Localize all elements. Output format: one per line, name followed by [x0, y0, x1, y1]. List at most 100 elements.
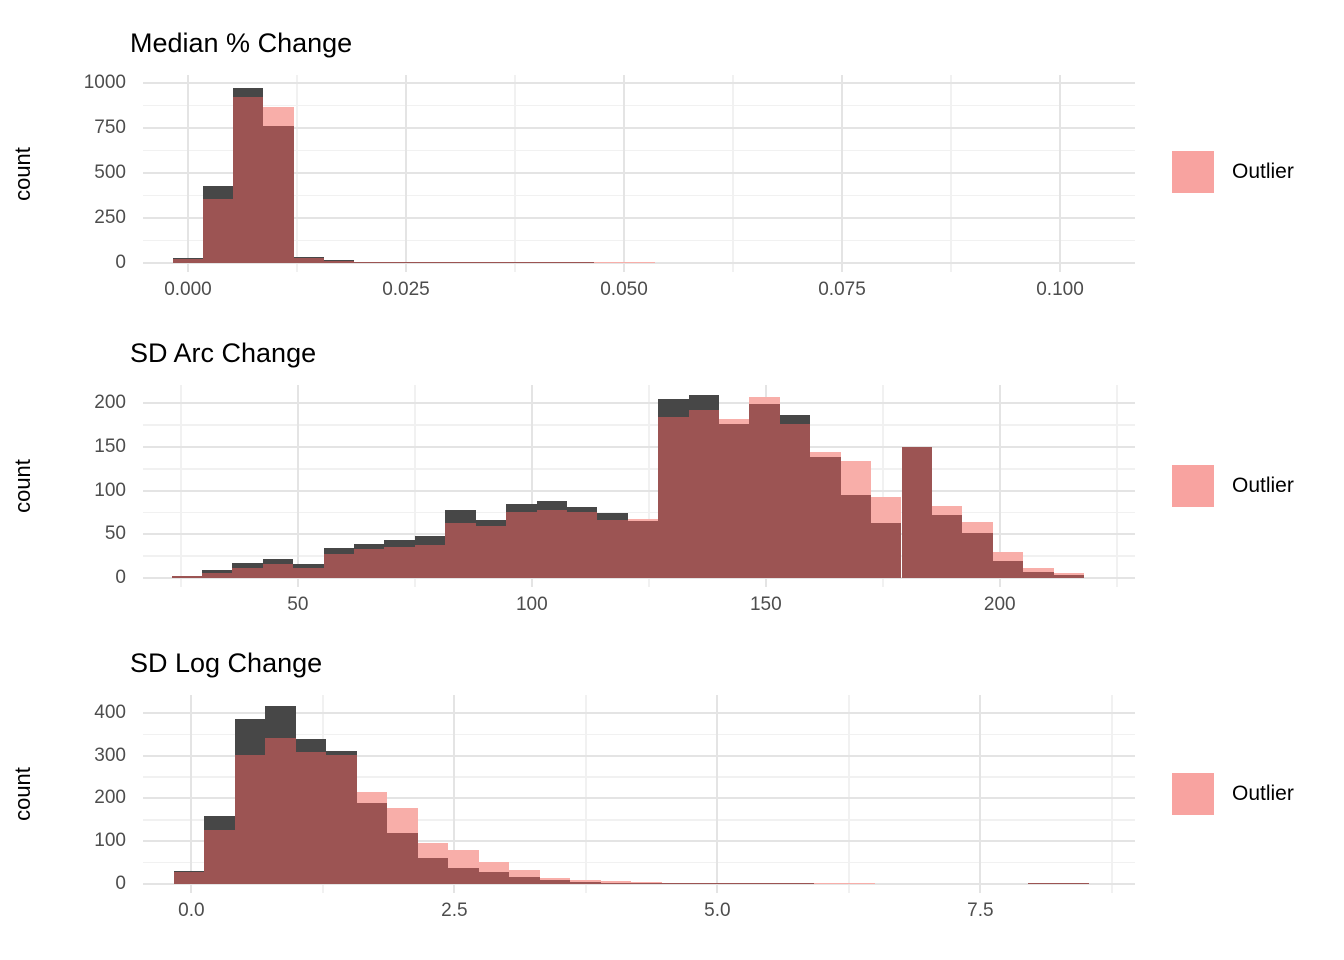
bar-segment-overlap — [566, 511, 598, 578]
y-tick-label: 50 — [104, 523, 126, 545]
bar-segment-overlap — [353, 261, 384, 263]
bar-segment-overlap — [600, 882, 632, 884]
bar-segment-gray — [265, 706, 296, 738]
outlier-legend-swatch — [1172, 151, 1214, 193]
bar-segment-overlap — [692, 882, 723, 884]
bar-segment-outlier — [387, 808, 418, 833]
x-tick-label: 0.050 — [600, 279, 648, 300]
x-tick-label: 100 — [515, 594, 548, 615]
bar-segment-gray — [232, 563, 263, 568]
bar-segment-overlap — [173, 259, 204, 263]
bar-segment-outlier — [814, 882, 845, 884]
chart-3-plot-area — [143, 695, 1135, 893]
y-minor-gridline — [143, 861, 1135, 864]
bar-segment-overlap — [475, 525, 507, 578]
bar-segment-overlap — [539, 880, 571, 884]
x-major-gridline — [716, 695, 719, 893]
chart-1-plot-area — [143, 75, 1135, 272]
y-tick-label: 200 — [94, 787, 126, 809]
bar-segment-outlier — [448, 849, 479, 868]
bar-segment-outlier — [509, 869, 540, 878]
bar-segment-outlier — [356, 791, 388, 804]
x-tick-label: 7.5 — [967, 900, 994, 921]
chart-2-legend: Outlier — [1172, 465, 1294, 507]
x-minor-gridline — [848, 695, 850, 893]
bar-segment-gray — [779, 414, 811, 425]
bar-segment-overlap — [384, 547, 415, 578]
bar-segment-gray — [326, 751, 357, 756]
bar-segment-overlap — [570, 881, 601, 884]
y-minor-gridline — [143, 194, 1135, 197]
y-major-gridline — [143, 262, 1135, 264]
bar-segment-overlap — [871, 522, 902, 578]
bar-segment-gray — [475, 519, 507, 526]
bar-segment-overlap — [448, 867, 479, 884]
bar-segment-overlap — [262, 564, 294, 578]
bar-segment-outlier — [263, 107, 294, 127]
bar-segment-overlap — [779, 424, 811, 578]
bar-segment-gray — [295, 738, 327, 752]
bar-segment-outlier — [600, 881, 632, 883]
bar-segment-outlier — [810, 452, 841, 458]
y-major-gridline — [143, 797, 1135, 800]
bar-segment-outlier — [594, 261, 625, 263]
bar-segment-gray — [173, 257, 204, 260]
bar-segment-overlap — [326, 755, 357, 884]
y-minor-gridline — [143, 819, 1135, 821]
outlier-legend-swatch — [1172, 465, 1214, 507]
bar-segment-gray — [354, 543, 385, 550]
y-minor-gridline — [143, 511, 1135, 514]
bar-segment-overlap — [688, 410, 719, 578]
x-tick-label: 150 — [749, 594, 782, 615]
x-major-gridline — [296, 385, 299, 587]
bar-segment-overlap — [356, 803, 388, 884]
x-tick-label: 0.075 — [818, 279, 866, 300]
bar-segment-overlap — [443, 261, 474, 263]
y-tick-label: 750 — [94, 116, 126, 138]
y-minor-gridline — [143, 733, 1135, 736]
bar-segment-overlap — [171, 576, 202, 578]
bar-segment-overlap — [414, 544, 446, 578]
bar-segment-outlier — [539, 877, 571, 881]
bar-segment-gray — [173, 871, 204, 873]
bar-segment-outlier — [478, 861, 510, 873]
x-minor-gridline — [1111, 695, 1113, 893]
bar-segment-outlier — [417, 842, 449, 859]
bar-segment-overlap — [536, 509, 567, 578]
outlier-legend-swatch — [1172, 773, 1214, 815]
bar-segment-gray — [201, 570, 233, 573]
x-minor-gridline — [414, 385, 416, 587]
bar-segment-gray — [566, 507, 598, 512]
bar-segment-outlier — [931, 506, 963, 516]
bar-segment-gray — [658, 398, 689, 418]
bar-segment-gray — [204, 816, 235, 831]
x-tick-label: 0.100 — [1036, 279, 1084, 300]
y-tick-label: 250 — [94, 206, 126, 228]
bar-segment-gray — [384, 540, 415, 548]
bar-segment-overlap — [840, 495, 872, 578]
y-major-gridline — [143, 754, 1135, 757]
bar-segment-overlap — [658, 417, 689, 578]
chart-1-title: Median % Change — [130, 28, 353, 58]
bar-segment-gray — [506, 503, 537, 512]
bar-segment-outlier — [749, 397, 780, 405]
x-minor-gridline — [882, 385, 884, 587]
y-tick-label: 100 — [94, 830, 126, 852]
y-major-gridline — [143, 840, 1135, 843]
chart-1-legend: Outlier — [1172, 151, 1294, 193]
bar-segment-overlap — [354, 549, 385, 578]
bar-segment-overlap — [1053, 575, 1084, 578]
y-minor-gridline — [143, 104, 1135, 107]
x-tick-label: 200 — [983, 594, 1016, 615]
bar-segment-overlap — [265, 737, 296, 884]
y-major-gridline — [143, 577, 1135, 579]
bar-segment-outlier — [992, 551, 1024, 561]
outlier-legend-label: Outlier — [1232, 160, 1294, 183]
y-tick-label: 300 — [94, 744, 126, 766]
bar-segment-overlap — [293, 567, 324, 578]
bar-segment-overlap — [323, 553, 355, 578]
y-major-gridline — [143, 489, 1135, 492]
y-major-gridline — [143, 883, 1135, 885]
bar-segment-overlap — [295, 751, 327, 884]
chart-3-title: SD Log Change — [130, 648, 323, 678]
